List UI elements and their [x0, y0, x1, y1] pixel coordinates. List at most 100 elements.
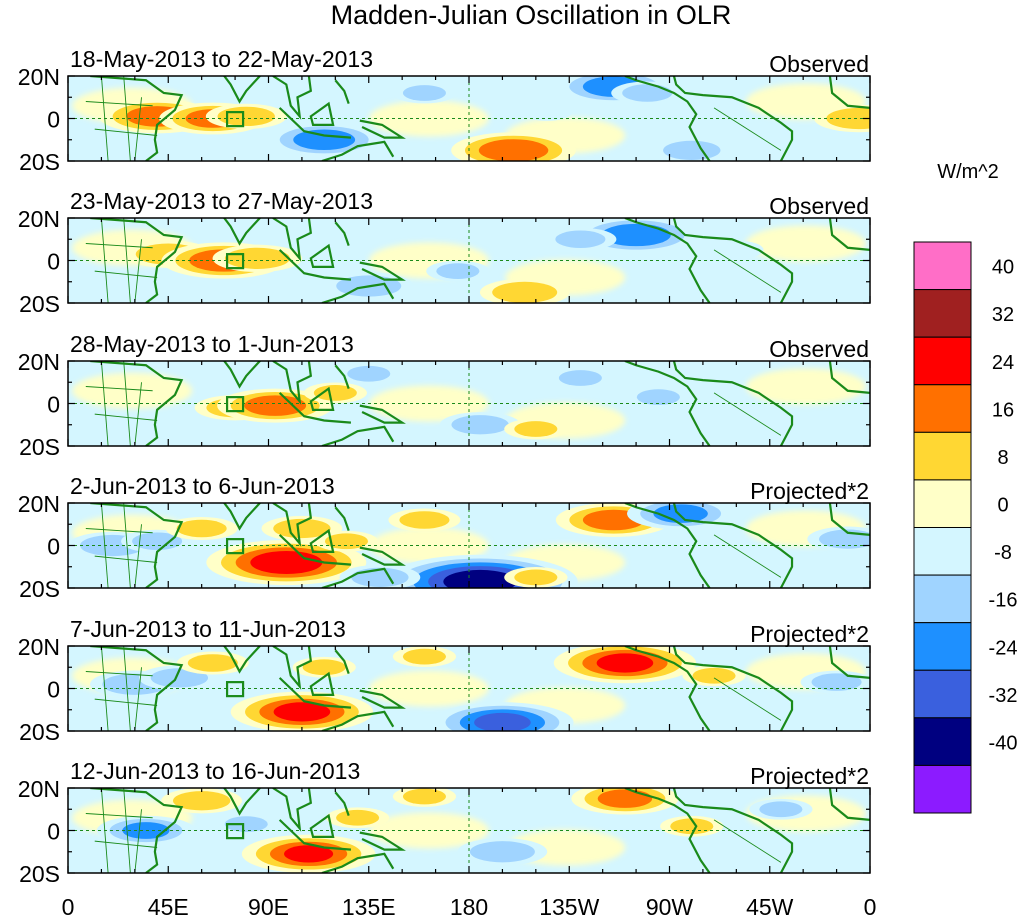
panel-label: Projected*2 [750, 621, 869, 647]
y-tick-label: 0 [47, 677, 60, 703]
tick-marks [67, 502, 871, 589]
contour-level [402, 648, 446, 665]
anomaly-positive [205, 103, 287, 129]
map-panel-1: 20N 0 20S 18-May-2013 to 22-May-2013 Observe… [18, 46, 871, 175]
colorbar-swatch [913, 479, 972, 528]
x-tick-label: 90W [646, 894, 694, 920]
africa-coast [90, 788, 184, 873]
sumatra-java-coast [278, 677, 352, 709]
philippines-coast [334, 79, 350, 104]
colorbar-swatch [913, 717, 972, 766]
anomaly-negative [521, 103, 572, 121]
reference-box [225, 111, 245, 128]
border-line [85, 528, 153, 534]
west-africa-coast [828, 218, 870, 251]
x-tick-label: 135W [539, 894, 599, 920]
australia-coast [321, 140, 395, 161]
africa-coast [90, 76, 184, 161]
near-zero-patch [72, 372, 193, 409]
x-tick-label: 45E [148, 894, 189, 920]
anomaly-positive [504, 566, 568, 588]
anomaly-negative [807, 526, 870, 552]
panel-label: Observed [769, 336, 869, 362]
contour-level [601, 223, 671, 247]
new-guinea-coast [359, 404, 406, 424]
contour-level [402, 788, 446, 805]
y-tick-label: 0 [47, 249, 60, 275]
contour-level [492, 281, 558, 303]
borneo-coast [309, 243, 335, 268]
colorbar-level-label: -40 [989, 732, 1018, 754]
tick-marks [67, 75, 871, 162]
india-coast [222, 361, 262, 389]
panel-date: 2-Jun-2013 to 6-Jun-2013 [70, 473, 335, 499]
coastlines [90, 788, 870, 873]
anomaly-negative [457, 838, 548, 866]
colorbar-level-label: 24 [992, 352, 1014, 374]
x-tick-label: 180 [450, 894, 488, 920]
panel-label: Observed [769, 51, 869, 77]
contour-level [558, 370, 602, 386]
anomaly-field [72, 646, 870, 731]
map-panel-3: 20N 0 20S 28-May-2013 to 1-Jun-2013 Observed [18, 331, 871, 460]
contour-level [759, 801, 803, 818]
contour-level [443, 569, 517, 588]
australia-coast [321, 282, 395, 303]
colorbar-level-label: -24 [989, 637, 1018, 659]
india-coast [222, 646, 262, 674]
colorbar-level-label: -8 [994, 542, 1012, 564]
contour-level [399, 511, 450, 529]
contour-level [597, 789, 653, 808]
contour-level [336, 809, 380, 826]
anomaly-negative [651, 137, 733, 161]
contour-level [521, 103, 572, 121]
colorbar-level-label: 8 [997, 447, 1008, 469]
colorbar-level-label: 32 [992, 304, 1014, 326]
border-line [713, 677, 782, 721]
borders [85, 503, 782, 588]
y-tick-label: 20N [18, 64, 60, 90]
border-line [134, 97, 142, 161]
contour-level [653, 504, 708, 523]
americas-west-coast [624, 503, 711, 588]
border-line [134, 809, 142, 873]
x-tick-label: 0 [62, 894, 75, 920]
reference-box [225, 823, 245, 840]
americas-east-coast [672, 646, 794, 731]
colorbar-level-label: 40 [992, 257, 1014, 279]
borders [85, 646, 782, 731]
contour-level [273, 702, 331, 722]
americas-east-coast [672, 218, 794, 303]
colorbar-swatch [913, 669, 972, 719]
contour-level [596, 653, 654, 673]
x-tick-label: 135E [342, 894, 396, 920]
y-tick-label: 20S [19, 291, 60, 317]
contour-level [636, 389, 680, 406]
border-line [134, 524, 142, 588]
contour-level [469, 841, 535, 863]
anomaly-negative [548, 367, 612, 389]
colorbar-swatch [913, 527, 972, 576]
colorbar-level-label: -16 [989, 590, 1018, 612]
tick-marks [67, 360, 871, 447]
colorbar-swatch [913, 431, 972, 481]
philippines-coast [334, 791, 350, 816]
borneo-coast [309, 386, 335, 411]
contour-level [244, 395, 307, 416]
anomaly-negative [426, 260, 490, 282]
anomaly-positive [392, 788, 457, 807]
anomaly-negative [709, 240, 764, 260]
anomaly-negative [800, 670, 870, 694]
contour-level [173, 791, 231, 811]
anomaly-positive [814, 104, 870, 133]
new-guinea-coast [359, 831, 406, 851]
y-tick-label: 20N [18, 349, 60, 375]
map-panel-6: 20N 0 20S 12-Jun-2013 to 16-Jun-2013 Project… [18, 758, 871, 887]
sumatra-java-coast [278, 534, 352, 566]
colorbar-level-label: -32 [989, 685, 1018, 707]
contour-level [474, 712, 531, 731]
anomaly-positive [571, 788, 679, 815]
border-line [94, 698, 158, 706]
y-tick-label: 20N [18, 206, 60, 232]
border-line [713, 534, 782, 578]
